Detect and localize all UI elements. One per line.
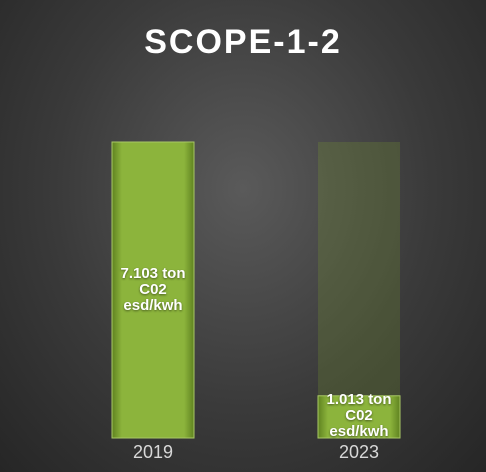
bar-background: [318, 142, 400, 438]
chart-title: SCOPE-1-2: [144, 23, 342, 61]
value-label: 1.013 ton C02 esd/kwh: [326, 390, 392, 440]
value-label: 7.103 ton C02 esd/kwh: [120, 265, 186, 314]
bar: [111, 141, 195, 439]
x-tick-label: 2023: [339, 442, 379, 462]
x-tick-label: 2019: [133, 442, 173, 462]
bar: [317, 395, 401, 439]
